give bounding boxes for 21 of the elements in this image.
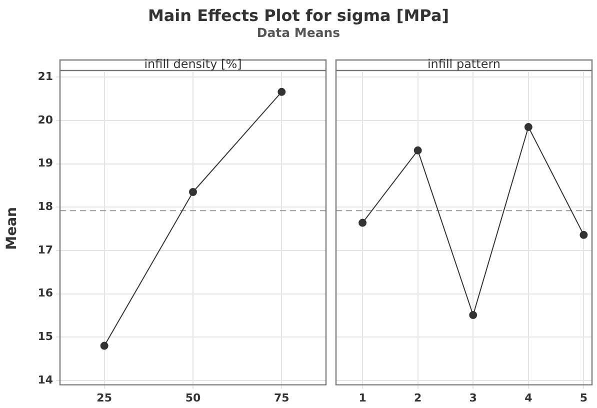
y-tick-label: 16 [38, 286, 54, 300]
y-tick-label: 15 [38, 330, 53, 344]
y-tick-label: 18 [38, 200, 53, 214]
x-axis-title: infill density [%] [144, 57, 242, 72]
y-tick-label: 19 [38, 156, 53, 170]
x-tick-label: 75 [274, 391, 290, 404]
y-tick-label: 20 [38, 113, 54, 126]
y-axis-title: Mean [4, 206, 20, 250]
y-tick-label: 14 [38, 373, 54, 386]
x-tick-label: 5 [580, 391, 588, 404]
chart-subtitle: Data Means [256, 25, 342, 40]
x-tick-label: 25 [96, 391, 112, 404]
y-tick-label: 21 [38, 70, 53, 84]
x-tick-label: 4 [524, 391, 533, 404]
x-tick-label: 2 [414, 391, 422, 404]
x-axis-title: infill pattern [427, 57, 501, 72]
x-tick-label: 3 [469, 391, 477, 404]
x-tick-label: 1 [358, 391, 366, 404]
x-tick-label: 50 [185, 391, 201, 404]
chart-title: Main Effects Plot for sigma [MPa] [146, 6, 450, 25]
y-tick-label: 17 [38, 243, 53, 256]
